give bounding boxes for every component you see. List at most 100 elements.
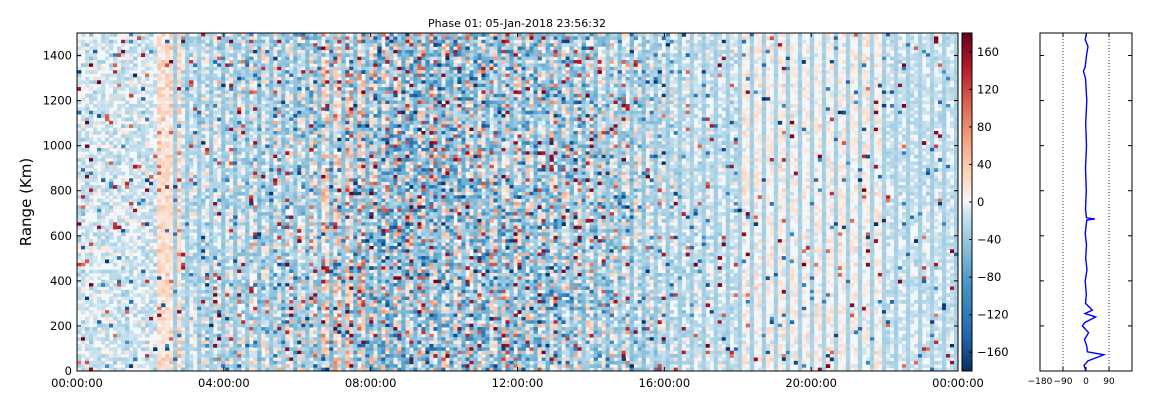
- heatmap-cell: [97, 215, 102, 220]
- heatmap-cell: [265, 276, 270, 281]
- heatmap-cell: [161, 46, 166, 51]
- heatmap-cell: [197, 340, 202, 345]
- heatmap-cell: [109, 120, 114, 125]
- heatmap-cell: [293, 320, 298, 325]
- heatmap-cell: [149, 313, 154, 318]
- heatmap-cell: [85, 306, 90, 311]
- heatmap-cell: [161, 350, 166, 355]
- heatmap-cell: [301, 320, 306, 325]
- heatmap-cell: [261, 296, 266, 301]
- heatmap-cell: [213, 354, 218, 358]
- heatmap-cell: [209, 242, 214, 247]
- heatmap-cell: [277, 66, 282, 71]
- heatmap-cell: [193, 256, 198, 260]
- heatmap-cell: [105, 107, 110, 112]
- heatmap-cell: [293, 46, 298, 51]
- heatmap-cell: [237, 300, 242, 304]
- heatmap-cell: [257, 239, 262, 243]
- heatmap-cell: [101, 239, 106, 243]
- heatmap-cell: [305, 347, 310, 352]
- heatmap-cell: [237, 188, 242, 193]
- heatmap-cell: [277, 39, 282, 44]
- heatmap-cell: [157, 171, 162, 176]
- heatmap-cell: [137, 103, 142, 108]
- heatmap-cell: [277, 36, 282, 41]
- heatmap-cell: [129, 158, 134, 162]
- heatmap-cell: [301, 360, 306, 365]
- heatmap-cell: [221, 87, 226, 91]
- heatmap-cell: [325, 60, 330, 64]
- heatmap-cell: [193, 110, 198, 115]
- heatmap-cell: [181, 347, 186, 352]
- heatmap-cell: [165, 103, 170, 108]
- heatmap-cell: [293, 124, 298, 129]
- heatmap-cell: [245, 283, 250, 287]
- heatmap-cell: [297, 262, 302, 267]
- heatmap-cell: [201, 97, 206, 101]
- heatmap-cell: [305, 330, 310, 335]
- heatmap-cell: [133, 276, 138, 281]
- heatmap-cell: [249, 137, 254, 142]
- heatmap-cell: [173, 198, 178, 203]
- heatmap-cell: [301, 43, 306, 47]
- heatmap-cell: [173, 181, 178, 186]
- heatmap-cell: [281, 266, 286, 270]
- heatmap-cell: [265, 232, 270, 237]
- heatmap-cell: [81, 97, 86, 101]
- heatmap-cell: [157, 245, 162, 250]
- heatmap-cell: [109, 347, 114, 352]
- heatmap-cell: [177, 354, 182, 358]
- heatmap-cell: [225, 266, 230, 270]
- heatmap-cell: [189, 293, 194, 298]
- heatmap-cell: [141, 114, 146, 118]
- heatmap-cell: [281, 208, 286, 213]
- heatmap-cell: [141, 191, 146, 196]
- heatmap-cell: [233, 262, 238, 267]
- heatmap-cell: [177, 39, 182, 44]
- heatmap-cell: [185, 195, 190, 200]
- heatmap-cell: [253, 120, 258, 125]
- heatmap-cell: [241, 208, 246, 213]
- heatmap-cell: [313, 185, 318, 189]
- heatmap-cell: [257, 360, 262, 365]
- heatmap-cell: [141, 289, 146, 294]
- heatmap-cell: [249, 364, 254, 369]
- heatmap-cell: [189, 53, 194, 58]
- heatmap-cell: [229, 357, 234, 362]
- heatmap-cell: [241, 147, 246, 152]
- heatmap-cell: [233, 188, 238, 193]
- heatmap-cell: [321, 70, 326, 74]
- heatmap-cell: [281, 249, 286, 254]
- heatmap-cell: [173, 333, 178, 338]
- heatmap-cell: [273, 80, 278, 85]
- heatmap-cell: [245, 195, 250, 200]
- heatmap-cell: [169, 256, 174, 260]
- heatmap-cell: [177, 144, 182, 149]
- heatmap-cell: [205, 252, 210, 257]
- heatmap-cell: [297, 49, 302, 54]
- heatmap-cell: [245, 97, 250, 101]
- heatmap-cell: [305, 46, 310, 51]
- heatmap-cell: [273, 158, 278, 162]
- heatmap-cell: [305, 310, 310, 314]
- heatmap-cell: [305, 289, 310, 294]
- heatmap-cell: [293, 100, 298, 105]
- heatmap-cell: [161, 337, 166, 341]
- heatmap-cell: [109, 313, 114, 318]
- heatmap-cell: [209, 127, 214, 132]
- heatmap-cell: [285, 239, 290, 243]
- heatmap-cell: [173, 56, 178, 61]
- heatmap-cell: [201, 93, 206, 98]
- heatmap-cell: [145, 289, 150, 294]
- heatmap-cell: [241, 198, 246, 203]
- heatmap-cell: [253, 127, 258, 132]
- heatmap-cell: [241, 289, 246, 294]
- heatmap-cell: [249, 107, 254, 112]
- heatmap-cell: [261, 310, 266, 314]
- heatmap-cell: [285, 49, 290, 54]
- heatmap-cell: [225, 120, 230, 125]
- heatmap-cell: [213, 333, 218, 338]
- heatmap-cell: [229, 350, 234, 355]
- heatmap-cell: [205, 225, 210, 230]
- heatmap-cell: [85, 272, 90, 277]
